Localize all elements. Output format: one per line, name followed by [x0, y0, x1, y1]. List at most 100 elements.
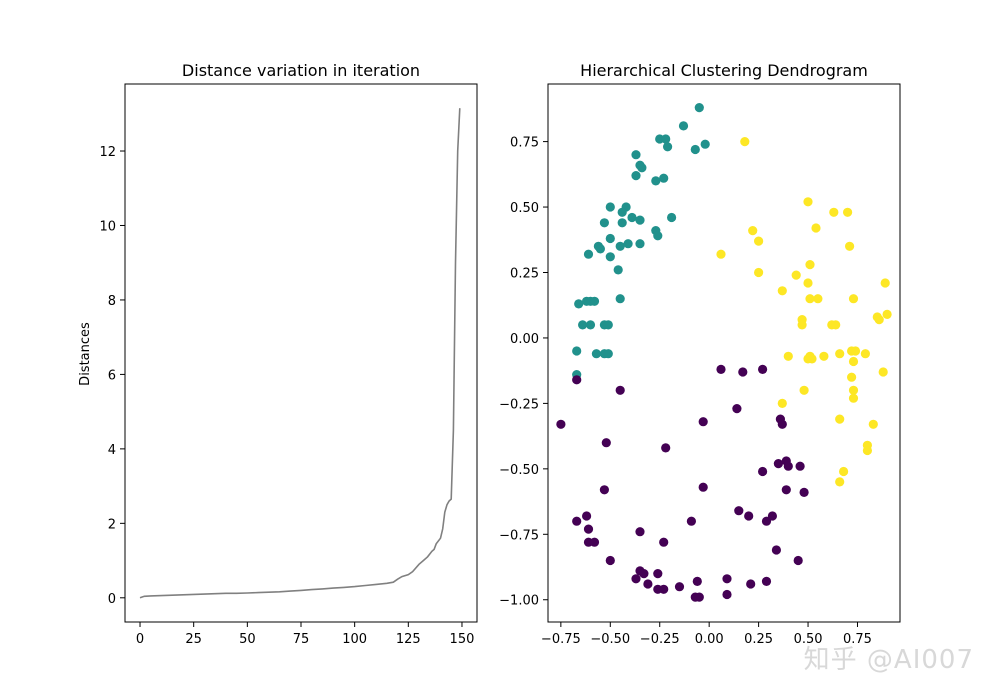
scatter-point: [700, 139, 710, 149]
scatter-point: [734, 506, 744, 516]
scatter-point: [848, 393, 859, 403]
scatter-point: [783, 461, 793, 471]
scatter-point: [829, 207, 839, 217]
x-tick-label: 50: [239, 632, 256, 647]
scatter-point: [795, 461, 805, 471]
scatter-point: [643, 579, 653, 589]
y-tick-label: 0.25: [510, 266, 539, 281]
scatter-point: [783, 351, 793, 361]
scatter-point: [771, 545, 782, 555]
scatter-point: [694, 103, 704, 113]
scatter-point: [635, 215, 645, 225]
right-plot-frame: [547, 83, 901, 623]
scatter-point: [781, 485, 791, 495]
scatter-point: [690, 144, 700, 155]
scatter-point: [651, 176, 661, 186]
y-tick-label: 8: [108, 294, 116, 309]
scatter-point: [805, 294, 815, 304]
scatter-point: [615, 294, 625, 304]
x-tick-label: −0.75: [541, 632, 581, 647]
scatter-point: [835, 414, 845, 424]
y-tick-label: 6: [108, 368, 116, 383]
y-tick-label: 4: [108, 443, 116, 458]
y-tick-label: 12: [99, 145, 116, 160]
scatter-point: [848, 356, 859, 367]
scatter-point: [585, 320, 596, 330]
scatter-point: [754, 236, 764, 246]
left-y-ticks: 0 2 4 6 8 10 12: [99, 145, 125, 607]
scatter-point: [661, 134, 671, 144]
scatter-point: [777, 419, 787, 429]
scatter-point: [839, 466, 849, 477]
scatter-point: [617, 207, 627, 217]
scatter-point: [761, 516, 772, 526]
right-y-ticks: −1.00 −0.75 −0.50 −0.25 0.00 0.25 0.50 0.75: [499, 136, 548, 609]
scatter-points: [556, 103, 892, 602]
scatter-point: [850, 346, 861, 356]
scatter-point: [601, 438, 611, 448]
scatter-point: [605, 252, 615, 262]
scatter-point: [732, 404, 742, 414]
scatter-point: [694, 592, 704, 602]
scatter-point: [716, 364, 726, 374]
y-tick-label: 10: [99, 219, 116, 234]
scatter-point: [631, 171, 641, 181]
y-tick-label: −0.25: [499, 397, 539, 412]
scatter-point: [791, 270, 801, 280]
scatter-point: [761, 576, 772, 587]
scatter-point: [615, 385, 625, 395]
scatter-point: [777, 286, 787, 296]
scatter-point: [862, 445, 873, 456]
scatter-point: [659, 173, 669, 183]
scatter-point: [631, 150, 641, 160]
scatter-point: [617, 218, 627, 228]
y-tick-label: 0: [108, 592, 116, 607]
scatter-point: [631, 574, 641, 584]
scatter-point: [738, 367, 748, 377]
scatter-point: [811, 223, 821, 233]
scatter-point: [605, 233, 615, 244]
x-tick-label: 0: [136, 632, 144, 647]
scatter-point: [659, 537, 669, 547]
scatter-point: [639, 569, 649, 579]
y-tick-label: −0.50: [499, 463, 539, 478]
scatter-point: [797, 320, 807, 330]
scatter-point: [847, 372, 857, 382]
left-x-ticks: 0 25 50 75 100 125 150: [136, 622, 475, 647]
x-tick-label: −0.25: [640, 632, 680, 647]
scatter-point: [874, 315, 884, 325]
right-chart-title: Hierarchical Clustering Dendrogram: [580, 61, 868, 80]
scatter-point: [722, 589, 732, 600]
scatter-point: [603, 349, 613, 359]
x-tick-label: 150: [450, 632, 475, 647]
x-tick-label: 0.25: [744, 632, 773, 647]
scatter-point: [591, 349, 602, 359]
scatter-point: [589, 296, 600, 306]
scatter-point: [572, 375, 582, 385]
left-chart-title: Distance variation in iteration: [182, 61, 420, 80]
scatter-point: [803, 278, 813, 288]
scatter-point: [572, 516, 582, 526]
scatter-point: [868, 419, 878, 429]
cluster-scatter-chart: Hierarchical Clustering Dendrogram −0.75…: [499, 61, 901, 647]
scatter-point: [692, 576, 702, 587]
x-tick-label: 75: [293, 632, 310, 647]
left-plot-frame: [124, 83, 478, 623]
scatter-point: [860, 349, 871, 359]
scatter-point: [603, 320, 613, 330]
x-tick-label: 125: [396, 632, 421, 647]
scatter-point: [835, 477, 845, 487]
scatter-point: [635, 239, 645, 249]
scatter-point: [572, 346, 582, 356]
scatter-point: [659, 584, 669, 594]
scatter-point: [678, 121, 689, 131]
distance-line-chart: Distance variation in iteration Distance…: [78, 61, 478, 647]
right-x-ticks: −0.75 −0.50 −0.25 0.00 0.25 0.50 0.75: [541, 622, 872, 647]
scatter-point: [615, 241, 625, 251]
watermark-text: 知乎 @AI007: [803, 645, 974, 675]
scatter-point: [819, 351, 829, 361]
x-tick-label: 0.00: [695, 632, 724, 647]
scatter-point: [583, 249, 594, 259]
scatter-point: [882, 309, 892, 319]
